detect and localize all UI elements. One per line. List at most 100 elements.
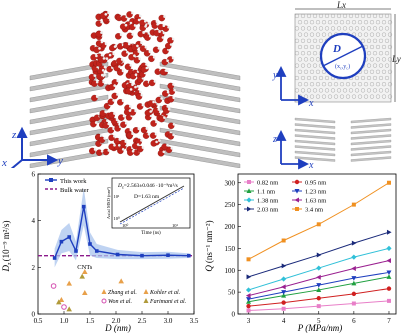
lattice-cell — [300, 51, 306, 56]
axis-label-y: y — [57, 155, 63, 167]
lattice-cell — [375, 82, 381, 87]
water-hydrogen — [141, 146, 145, 149]
data-point — [351, 254, 357, 260]
water-hydrogen — [116, 79, 119, 83]
water-hydrogen — [156, 22, 159, 26]
water-hydrogen — [99, 134, 103, 138]
lattice-cell — [366, 63, 372, 68]
lattice-cell — [315, 94, 321, 99]
lattice-cell — [327, 32, 333, 37]
diameter-arrow — [322, 45, 364, 67]
water-hydrogen — [124, 23, 128, 27]
water-hydrogen — [121, 148, 125, 151]
lattice-cell — [318, 88, 324, 93]
lattice-cell — [366, 75, 372, 81]
lattice-cell — [372, 13, 378, 19]
lattice-cell — [297, 20, 303, 25]
lattice-cell — [309, 69, 315, 74]
left-axes-triad — [10, 126, 59, 168]
graphene-layer — [294, 123, 336, 129]
legend-label: 1.38 nm — [257, 197, 278, 204]
water-hydrogen — [119, 33, 123, 37]
water-hydrogen — [131, 132, 134, 135]
lattice-cell — [315, 82, 321, 87]
lattice-cell — [306, 88, 312, 93]
graphene-layer — [159, 83, 241, 103]
lattice-cell — [303, 44, 309, 50]
legend-label: 0.95 nm — [305, 179, 326, 186]
legend-label: 0.82 nm — [257, 179, 278, 186]
data-point — [81, 204, 86, 209]
lattice-cell — [375, 69, 381, 74]
water-hydrogen — [148, 50, 152, 54]
water-hydrogen — [163, 116, 166, 119]
legend-marker — [294, 189, 300, 194]
inset-y-tick-label: 10⁰ — [114, 216, 121, 221]
data-point — [246, 303, 251, 309]
x-tick-label: 4 — [282, 317, 286, 325]
lattice-cell — [363, 69, 369, 74]
y-tick-label: 6 — [32, 171, 36, 179]
water-hydrogen — [116, 120, 120, 124]
lattice-cell — [387, 69, 393, 74]
water-hydrogen — [122, 114, 126, 118]
lattice-cell — [333, 94, 339, 99]
water-hydrogen — [137, 18, 141, 22]
graphene-sheets-side-view-small — [294, 117, 392, 162]
water-hydrogen — [100, 40, 104, 44]
side-view-axes-triad — [275, 129, 310, 170]
axis-label-y: y — [272, 70, 278, 81]
water-hydrogen — [122, 60, 125, 63]
water-hydrogen — [169, 43, 173, 46]
lattice-cell — [309, 94, 315, 99]
lattice-cell — [297, 32, 303, 37]
water-hydrogen — [103, 65, 107, 69]
water-hydrogen — [104, 42, 108, 46]
water-hydrogen — [131, 149, 135, 153]
lattice-cell — [321, 94, 327, 99]
lattice-cell — [360, 38, 366, 43]
nanopore-geometry-schematic: D (xc,yc) Lx Ly y x z x — [272, 0, 401, 170]
x-tick-label: 1.0 — [60, 317, 69, 325]
graphene-layer — [159, 105, 241, 125]
legend-label-this-work: This work — [60, 178, 87, 185]
graphene-layer — [294, 145, 336, 151]
lattice-cell — [384, 88, 390, 93]
data-point — [386, 245, 392, 251]
lattice-cell — [318, 38, 324, 43]
water-hydrogen — [107, 149, 111, 152]
water-hydrogen — [152, 100, 155, 104]
water-hydrogen — [133, 24, 137, 27]
legend-marker — [294, 179, 300, 185]
reference-point — [56, 299, 62, 305]
water-hydrogen — [162, 150, 166, 154]
lattice-cell — [303, 57, 309, 62]
y-tick-label: 100 — [225, 267, 236, 275]
data-point — [386, 274, 392, 279]
inset-x-tick-label: 10⁰ — [122, 223, 129, 228]
graphene-layer — [29, 72, 109, 92]
lattice-cell — [327, 20, 333, 25]
data-point — [316, 304, 321, 309]
lattice-cell — [339, 94, 345, 99]
y-tick-label: 0 — [32, 311, 36, 319]
reference-point — [118, 278, 124, 284]
x-tick-label: 3 — [247, 317, 251, 325]
water-hydrogen — [166, 143, 169, 147]
legend-label-reference: Farimani et al. — [149, 299, 186, 305]
lattice-cell — [294, 38, 300, 43]
lattice-cell — [315, 32, 321, 37]
water-hydrogen — [121, 69, 125, 73]
lattice-cell — [297, 57, 303, 62]
lattice-cell — [312, 63, 318, 68]
lattice-cell — [303, 20, 309, 25]
legend-label: 2.03 nm — [257, 206, 278, 213]
x-axis-label: P (MPa/nm) — [297, 323, 343, 333]
water-hydrogen — [118, 138, 122, 141]
lattice-cell — [354, 26, 360, 31]
lattice-cell — [375, 57, 381, 62]
lattice-cell — [324, 88, 330, 93]
water-hydrogen — [113, 45, 117, 48]
reference-point — [66, 306, 72, 312]
water-hydrogen — [172, 83, 175, 86]
